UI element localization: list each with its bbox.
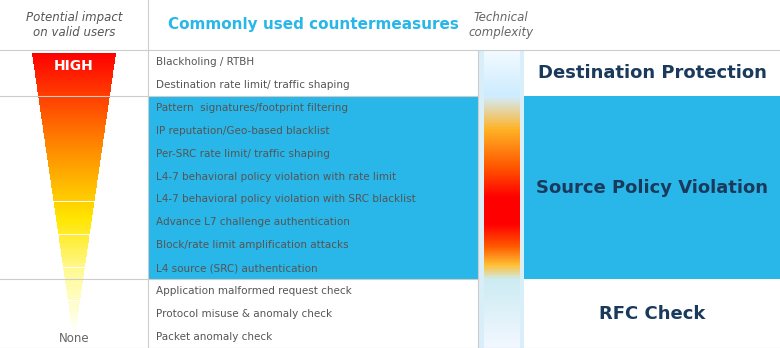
Text: Application malformed request check: Application malformed request check — [156, 286, 352, 296]
Text: None: None — [58, 332, 90, 345]
Text: Protocol misuse & anomaly check: Protocol misuse & anomaly check — [156, 309, 332, 319]
Text: Source Policy Violation: Source Policy Violation — [536, 179, 768, 197]
Bar — [524, 96, 780, 279]
Text: Advance L7 challenge authentication: Advance L7 challenge authentication — [156, 218, 350, 227]
Text: Destination Protection: Destination Protection — [537, 64, 767, 82]
Text: Pattern  signatures/footprint filtering: Pattern signatures/footprint filtering — [156, 103, 348, 113]
Bar — [148, 96, 478, 279]
Text: Packet anomaly check: Packet anomaly check — [156, 332, 272, 342]
Text: Destination rate limit/ traffic shaping: Destination rate limit/ traffic shaping — [156, 80, 349, 90]
Text: L4-7 behavioral policy violation with SRC blacklist: L4-7 behavioral policy violation with SR… — [156, 195, 416, 205]
Bar — [478, 50, 524, 348]
Bar — [524, 50, 780, 96]
Text: Block/rate limit amplification attacks: Block/rate limit amplification attacks — [156, 240, 349, 250]
Text: RFC Check: RFC Check — [599, 304, 705, 323]
Text: L4-7 behavioral policy violation with rate limit: L4-7 behavioral policy violation with ra… — [156, 172, 396, 182]
Text: Potential impact
on valid users: Potential impact on valid users — [26, 11, 122, 39]
Text: Per-SRC rate limit/ traffic shaping: Per-SRC rate limit/ traffic shaping — [156, 149, 330, 159]
Text: Blackholing / RTBH: Blackholing / RTBH — [156, 57, 254, 67]
Bar — [524, 279, 780, 348]
Text: HIGH: HIGH — [54, 58, 94, 73]
Text: Commonly used countermeasures: Commonly used countermeasures — [168, 17, 459, 32]
Text: L4 source (SRC) authentication: L4 source (SRC) authentication — [156, 263, 317, 273]
Text: Technical
complexity: Technical complexity — [469, 11, 534, 39]
Text: IP reputation/Geo-based blacklist: IP reputation/Geo-based blacklist — [156, 126, 329, 136]
